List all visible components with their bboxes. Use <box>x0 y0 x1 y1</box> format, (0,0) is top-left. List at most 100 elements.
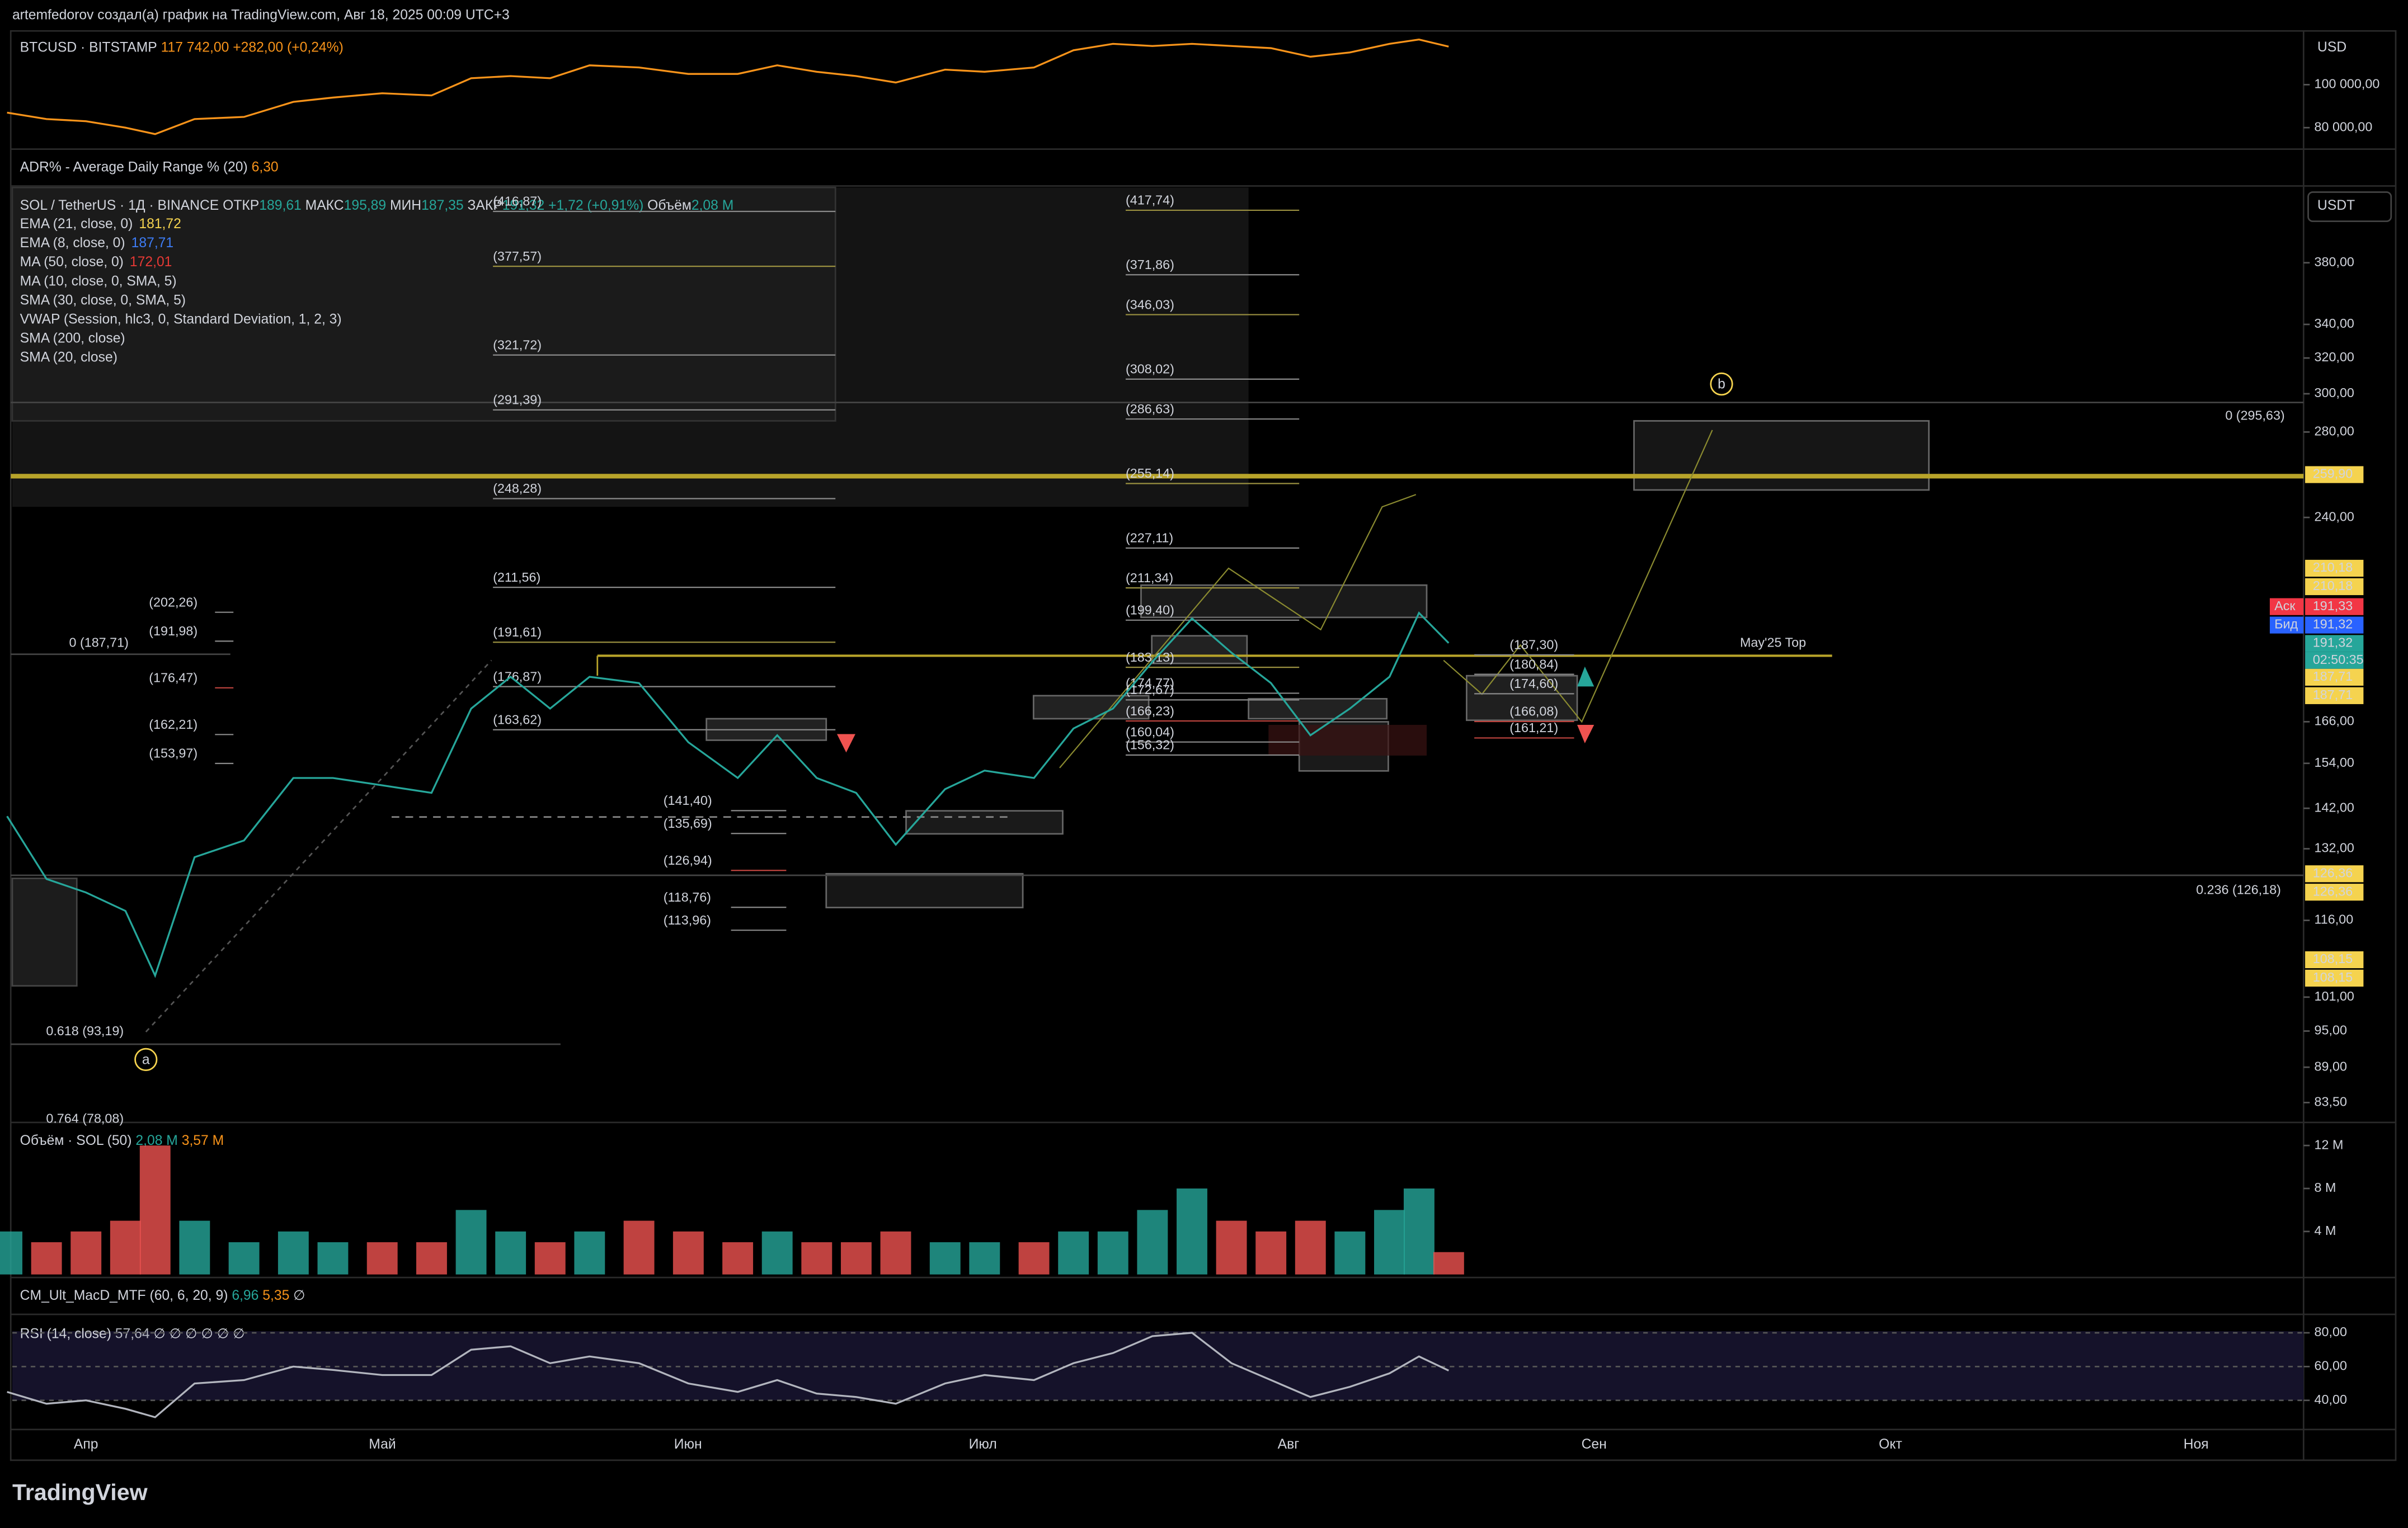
indicator-name: SMA (30, close, 0, SMA, 5) <box>20 293 186 308</box>
symbol: SOL / TetherUS · 1Д · BINANCE <box>20 198 219 213</box>
volume-bar <box>534 1242 566 1275</box>
price-tag <box>2305 652 2364 669</box>
label: МИН <box>390 198 421 213</box>
y-tick-label: 154,00 <box>2315 755 2354 770</box>
x-tick-label: Ноя <box>2184 1437 2209 1452</box>
annotation: 0.236 (126,18) <box>2196 883 2281 897</box>
y-tick-label: 60,00 <box>2315 1359 2347 1373</box>
value: 6,96 <box>232 1288 258 1303</box>
y-tick-label: 166,00 <box>2315 714 2354 728</box>
fib-label: (118,76) <box>664 890 711 904</box>
indicator: EMA (8, close, 0) 187,71 <box>20 235 173 251</box>
price-tag <box>2305 466 2364 483</box>
name: RSI (14, close) <box>20 1326 111 1341</box>
fib-label: (153,97) <box>149 746 197 761</box>
volume-bar <box>1058 1231 1089 1275</box>
volume-bar <box>70 1231 102 1275</box>
price-tag <box>2305 687 2364 704</box>
volume-bar <box>179 1220 210 1275</box>
y-tick-label: 83,50 <box>2315 1094 2347 1109</box>
label: Объём <box>647 198 692 213</box>
volume-bar <box>672 1231 704 1275</box>
value: 189,61 <box>259 198 302 213</box>
arrow-up <box>1577 666 1595 687</box>
y-tick-label: 116,00 <box>2315 912 2354 927</box>
indicator-name: VWAP (Session, hlc3, 0, Standard Deviati… <box>20 312 342 327</box>
volume-bar <box>969 1242 1000 1275</box>
price-tag <box>2305 969 2364 987</box>
y-tick-label: 8 M <box>2315 1180 2336 1195</box>
fib-label: (163,62) <box>493 712 542 727</box>
fib-label: (187,30) <box>1509 638 1558 652</box>
price-tag-label: 191,32 <box>2313 635 2353 650</box>
volume-bar <box>31 1242 62 1275</box>
zone-box <box>1268 725 1427 756</box>
currency-button[interactable] <box>2307 191 2392 223</box>
indicator: MA (50, close, 0) 172,01 <box>20 254 172 270</box>
price-tag <box>2305 668 2364 686</box>
volume-legend: Объём · SOL (50) 2,08 M 3,57 M <box>20 1133 224 1148</box>
indicator-name: MA (10, close, 0, SMA, 5) <box>20 273 177 289</box>
x-tick-label: Июл <box>969 1437 997 1452</box>
price-line <box>6 611 1450 978</box>
indicator-name: EMA (21, close, 0) <box>20 216 133 232</box>
price-tag-label: 126,36 <box>2313 865 2353 880</box>
volume-bar <box>1216 1220 1247 1275</box>
volume-bar <box>840 1242 872 1275</box>
zone-box <box>11 878 78 987</box>
price-tag <box>2305 951 2364 969</box>
side-label: Аск <box>2274 598 2296 613</box>
price: 117 742,00 <box>161 40 229 55</box>
fib-label: (417,74) <box>1126 193 1174 207</box>
indicator-value: 181,72 <box>139 216 181 232</box>
fib-label: (211,34) <box>1126 570 1173 585</box>
volume-bar <box>1137 1210 1168 1275</box>
wave-circle <box>1710 372 1733 396</box>
wave-circle <box>134 1048 158 1071</box>
volume-bar <box>1374 1210 1405 1275</box>
volume-bar <box>1255 1231 1287 1275</box>
fib-label: (141,40) <box>664 793 712 808</box>
fib-label: (180,84) <box>1509 657 1558 671</box>
indicator: EMA (21, close, 0) 181,72 <box>20 216 181 232</box>
value: 2,08 M <box>135 1133 177 1148</box>
extras: ∅ ∅ ∅ ∅ ∅ ∅ <box>153 1326 244 1341</box>
fib-label: (199,40) <box>1126 602 1174 617</box>
arrow-down <box>1577 725 1595 743</box>
volume-bar <box>1097 1231 1128 1275</box>
y-tick-label: 89,00 <box>2315 1059 2347 1073</box>
value: 187,35 <box>421 198 464 213</box>
volume-bar <box>278 1231 309 1275</box>
y-tick-label: 95,00 <box>2315 1023 2347 1037</box>
fib-label: (291,39) <box>493 393 542 407</box>
fib-label: (286,63) <box>1126 402 1174 416</box>
side-tag <box>2269 616 2304 634</box>
fib-label: (248,28) <box>493 481 542 496</box>
price-tag-label: 187,71 <box>2313 687 2353 702</box>
volume-bar <box>880 1231 911 1275</box>
name: Объём · SOL (50) <box>20 1133 132 1148</box>
volume-bar <box>1018 1242 1050 1275</box>
y-tick-label: 320,00 <box>2315 350 2354 364</box>
volume-bar <box>317 1242 349 1275</box>
legend-box <box>11 186 836 422</box>
adr-legend: ADR% - Average Daily Range % (20) 6,30 <box>20 159 279 175</box>
change: +1,72 (+0,91%) <box>548 198 643 213</box>
fib-label: (202,26) <box>149 595 197 609</box>
btc-line <box>7 39 1449 135</box>
zone-box <box>1248 697 1388 720</box>
annotation: 0.764 (78,08) <box>46 1111 124 1126</box>
macd-legend: CM_Ult_MacD_MTF (60, 6, 20, 9) 6,96 5,35… <box>20 1288 305 1303</box>
fib-label: (255,14) <box>1126 466 1174 480</box>
adr-value: 6,30 <box>252 159 279 175</box>
label: ОТКР <box>223 198 259 213</box>
price-tag-label: 210,18 <box>2313 578 2353 593</box>
wave-label: b <box>1718 377 1725 392</box>
indicator-name: SMA (200, close) <box>20 331 125 346</box>
fib-label: (371,86) <box>1126 257 1174 272</box>
indicator-name: MA (50, close, 0) <box>20 254 124 270</box>
fib-label: (156,32) <box>1126 738 1174 752</box>
volume-bar <box>455 1210 487 1275</box>
y-tick-label: 132,00 <box>2315 841 2354 855</box>
